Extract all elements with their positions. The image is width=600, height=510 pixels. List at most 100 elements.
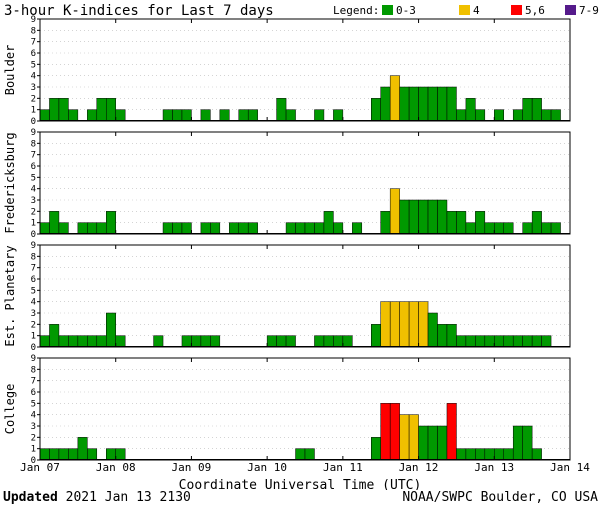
- y-tick-label: 4: [31, 298, 36, 308]
- x-tick-label: Jan 07: [20, 461, 60, 474]
- k-index-bar: [446, 403, 457, 461]
- k-index-bar: [437, 324, 448, 348]
- legend: Legend: 0-3 4 5,6 7-9: [333, 4, 599, 17]
- k-index-bar: [456, 335, 467, 348]
- y-tick-label: 9: [31, 128, 36, 138]
- panel-frame: [39, 18, 571, 122]
- k-index-bar: [484, 448, 495, 461]
- x-axis-title: Coordinate Universal Time (UTC): [179, 478, 422, 490]
- k-index-bar: [210, 222, 221, 235]
- k-index-chart: 3-hour K-indices for Last 7 days Legend:…: [3, 3, 599, 490]
- k-index-bar: [96, 98, 107, 122]
- k-index-bar: [77, 437, 88, 461]
- k-index-bar: [437, 86, 448, 122]
- k-index-bar: [200, 335, 211, 348]
- k-index-bar: [371, 324, 381, 348]
- y-tick-label: 6: [31, 388, 36, 398]
- legend-entry-label: 4: [473, 4, 480, 17]
- k-index-bar: [77, 335, 88, 348]
- k-index-bar: [512, 425, 523, 461]
- y-tick-label: 8: [31, 26, 36, 36]
- k-index-bar: [162, 222, 173, 235]
- legend-label: Legend:: [333, 4, 379, 17]
- k-index-bar: [475, 335, 486, 348]
- k-index-bar: [380, 86, 391, 122]
- k-index-bar: [49, 211, 60, 235]
- k-index-bar: [380, 301, 391, 348]
- k-index-bar: [304, 222, 315, 235]
- k-index-bar: [541, 222, 552, 235]
- k-index-bar: [285, 335, 296, 348]
- k-index-bar: [266, 335, 277, 348]
- k-index-bar: [87, 109, 98, 122]
- k-index-bar: [106, 448, 116, 461]
- y-tick-label: 3: [31, 196, 36, 206]
- k-index-bar: [494, 335, 504, 348]
- k-index-bar: [314, 109, 325, 122]
- k-index-bar: [512, 335, 523, 348]
- y-tick-label: 2: [31, 433, 36, 443]
- k-index-bar: [49, 324, 60, 348]
- k-index-bar: [408, 199, 419, 235]
- k-index-bar: [427, 199, 438, 235]
- k-index-bar: [238, 222, 249, 235]
- k-index-bar: [285, 109, 296, 122]
- k-index-bar: [87, 335, 98, 348]
- y-tick-label: 5: [31, 286, 36, 296]
- k-index-bar: [418, 425, 429, 461]
- legend-swatch-3: [565, 5, 576, 15]
- panel-label: Boulder: [3, 45, 17, 96]
- k-index-bar: [389, 188, 400, 235]
- k-index-bar: [371, 437, 381, 461]
- k-index-bar: [68, 335, 79, 348]
- k-index-bar: [247, 222, 258, 235]
- k-index-bar: [342, 335, 353, 348]
- y-tick-label: 9: [31, 241, 36, 251]
- k-index-bar: [484, 335, 495, 348]
- x-tick-label: Jan 13: [474, 461, 514, 474]
- y-tick-label: 1: [31, 106, 36, 116]
- k-index-bar: [389, 403, 400, 461]
- y-tick-label: 0: [31, 456, 36, 466]
- k-index-bar: [285, 222, 296, 235]
- k-index-bar: [531, 335, 542, 348]
- panel-label: Fredericksburg: [3, 132, 17, 233]
- k-index-bar: [323, 211, 334, 235]
- k-index-bar: [39, 222, 50, 235]
- k-index-bar: [399, 199, 410, 235]
- y-tick-label: 8: [31, 139, 36, 149]
- k-index-bar: [181, 222, 192, 235]
- k-index-bar: [106, 211, 116, 235]
- k-index-bar: [371, 98, 381, 122]
- updated-stamp: Updated 2021 Jan 13 2130: [3, 490, 191, 505]
- k-index-bar: [380, 403, 391, 461]
- y-tick-label: 2: [31, 320, 36, 330]
- k-index-bar: [465, 222, 476, 235]
- k-index-bar: [531, 211, 542, 235]
- y-tick-label: 4: [31, 411, 36, 421]
- updated-label: Updated: [3, 490, 58, 505]
- y-tick-label: 2: [31, 207, 36, 217]
- y-tick-label: 8: [31, 252, 36, 262]
- panel-boulder: 01 234 567 89 Boulder: [3, 15, 571, 127]
- k-index-bar: [210, 335, 221, 348]
- panel-frame: [39, 357, 571, 461]
- k-index-bar: [304, 448, 315, 461]
- legend-entry-label: 5,6: [525, 4, 545, 17]
- k-index-bar: [465, 98, 476, 122]
- panel-frame: [39, 131, 571, 235]
- k-index-bar: [475, 448, 486, 461]
- k-index-bar: [77, 222, 88, 235]
- k-index-bar: [49, 448, 60, 461]
- k-index-bar: [314, 335, 325, 348]
- panel-est-planetary: 01 234 567 89 Est. Planetary: [3, 241, 571, 353]
- y-tick-label: 0: [31, 230, 36, 240]
- panel-frame: [39, 244, 571, 348]
- k-index-bar: [172, 109, 183, 122]
- k-index-bar: [380, 211, 391, 235]
- y-tick-label: 4: [31, 72, 36, 82]
- y-tick-label: 8: [31, 365, 36, 375]
- k-index-bar: [465, 448, 476, 461]
- k-index-bar: [475, 109, 486, 122]
- x-tick-label: Jan 12: [399, 461, 439, 474]
